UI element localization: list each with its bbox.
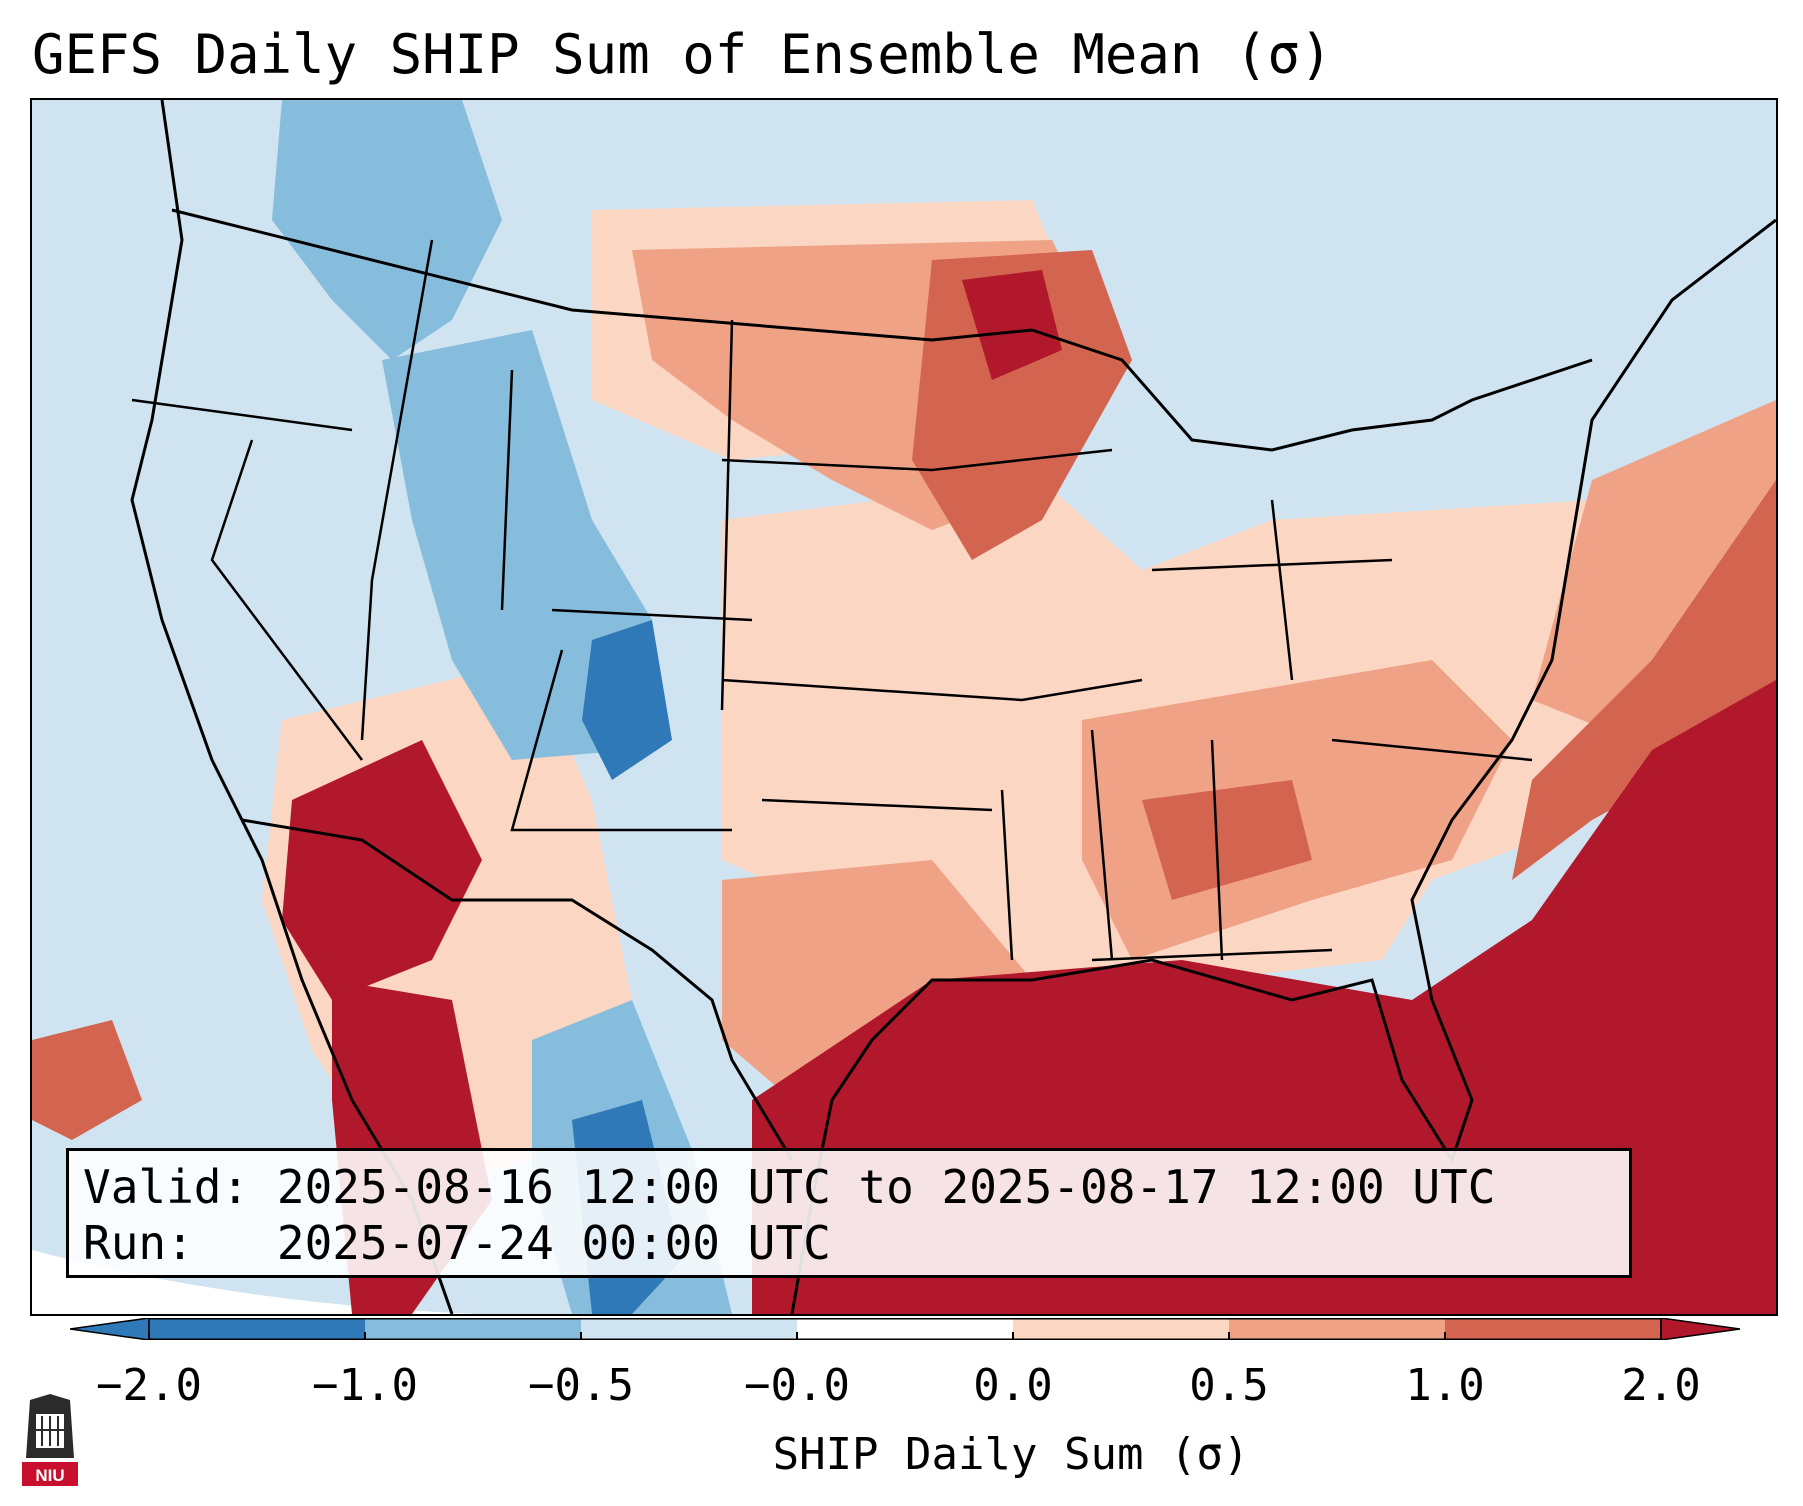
logo-text: NIU (35, 1466, 64, 1485)
anomaly-region-red-upper-midwest (912, 250, 1132, 560)
pacific-coastline (130, 100, 454, 1314)
colorbar-outline (148, 1318, 1662, 1340)
us-canada-border (171, 208, 1033, 342)
state-borders (131, 239, 1533, 962)
run-label: Run: (83, 1216, 194, 1270)
niu-logo: NIU (22, 1394, 78, 1486)
map-canvas (32, 100, 1776, 1314)
us-mexico-border (241, 818, 794, 1161)
anomaly-region-blue-rockies (382, 330, 652, 760)
colorbar (70, 1318, 1740, 1340)
colorbar-tick-label: 1.0 (1405, 1360, 1485, 1411)
valid-time-range: 2025-08-16 12:00 UTC to 2025-08-17 12:00… (276, 1160, 1496, 1214)
colorbar-tick-label: 2.0 (1621, 1360, 1701, 1411)
anomaly-region-dark-red-southwest (282, 740, 482, 1000)
projection-edge (32, 1250, 732, 1314)
anomaly-region-red-pacific (32, 1020, 142, 1140)
colorbar-tick-label: −0.0 (744, 1360, 850, 1411)
map-panel (30, 98, 1778, 1316)
anomaly-region-red-offshore (1512, 480, 1776, 880)
great-lakes-border (1031, 328, 1593, 452)
colorbar-tick-label: 0.5 (1189, 1360, 1269, 1411)
chart-title: GEFS Daily SHIP Sum of Ensemble Mean (σ) (32, 23, 1333, 86)
colorbar-segment (797, 1318, 1014, 1340)
colorbar-extend-high (1660, 1318, 1740, 1340)
valid-run-info-box: Valid: 2025-08-16 12:00 UTC to 2025-08-1… (66, 1148, 1632, 1278)
anomaly-region-dark-red-north (962, 270, 1062, 380)
colorbar-tick-label: −0.5 (528, 1360, 634, 1411)
colorbar-segment (1445, 1318, 1662, 1340)
anomaly-region-salmon-texas (722, 860, 1032, 1100)
run-time: 2025-07-24 00:00 UTC (276, 1216, 831, 1270)
valid-label: Valid: (83, 1160, 250, 1214)
anomaly-region-dark-blue-colorado (582, 620, 672, 780)
colorbar-extend-low (70, 1318, 150, 1340)
colorbar-tick-label: −1.0 (312, 1360, 418, 1411)
colorbar-segment (149, 1318, 366, 1340)
colorbar-segment (1013, 1318, 1230, 1340)
colorbar-tick-label: 0.0 (973, 1360, 1053, 1411)
colorbar-tick-label: −2.0 (96, 1360, 202, 1411)
anomaly-region-blue-northwest (272, 100, 502, 360)
colorbar-segment (581, 1318, 798, 1340)
anomaly-region-red-tennessee (1142, 780, 1312, 900)
colorbar-segment (365, 1318, 582, 1340)
colorbar-label: SHIP Daily Sum (σ) (772, 1429, 1250, 1480)
colorbar-segment (1229, 1318, 1446, 1340)
colorbar-graphic (70, 1318, 1740, 1340)
